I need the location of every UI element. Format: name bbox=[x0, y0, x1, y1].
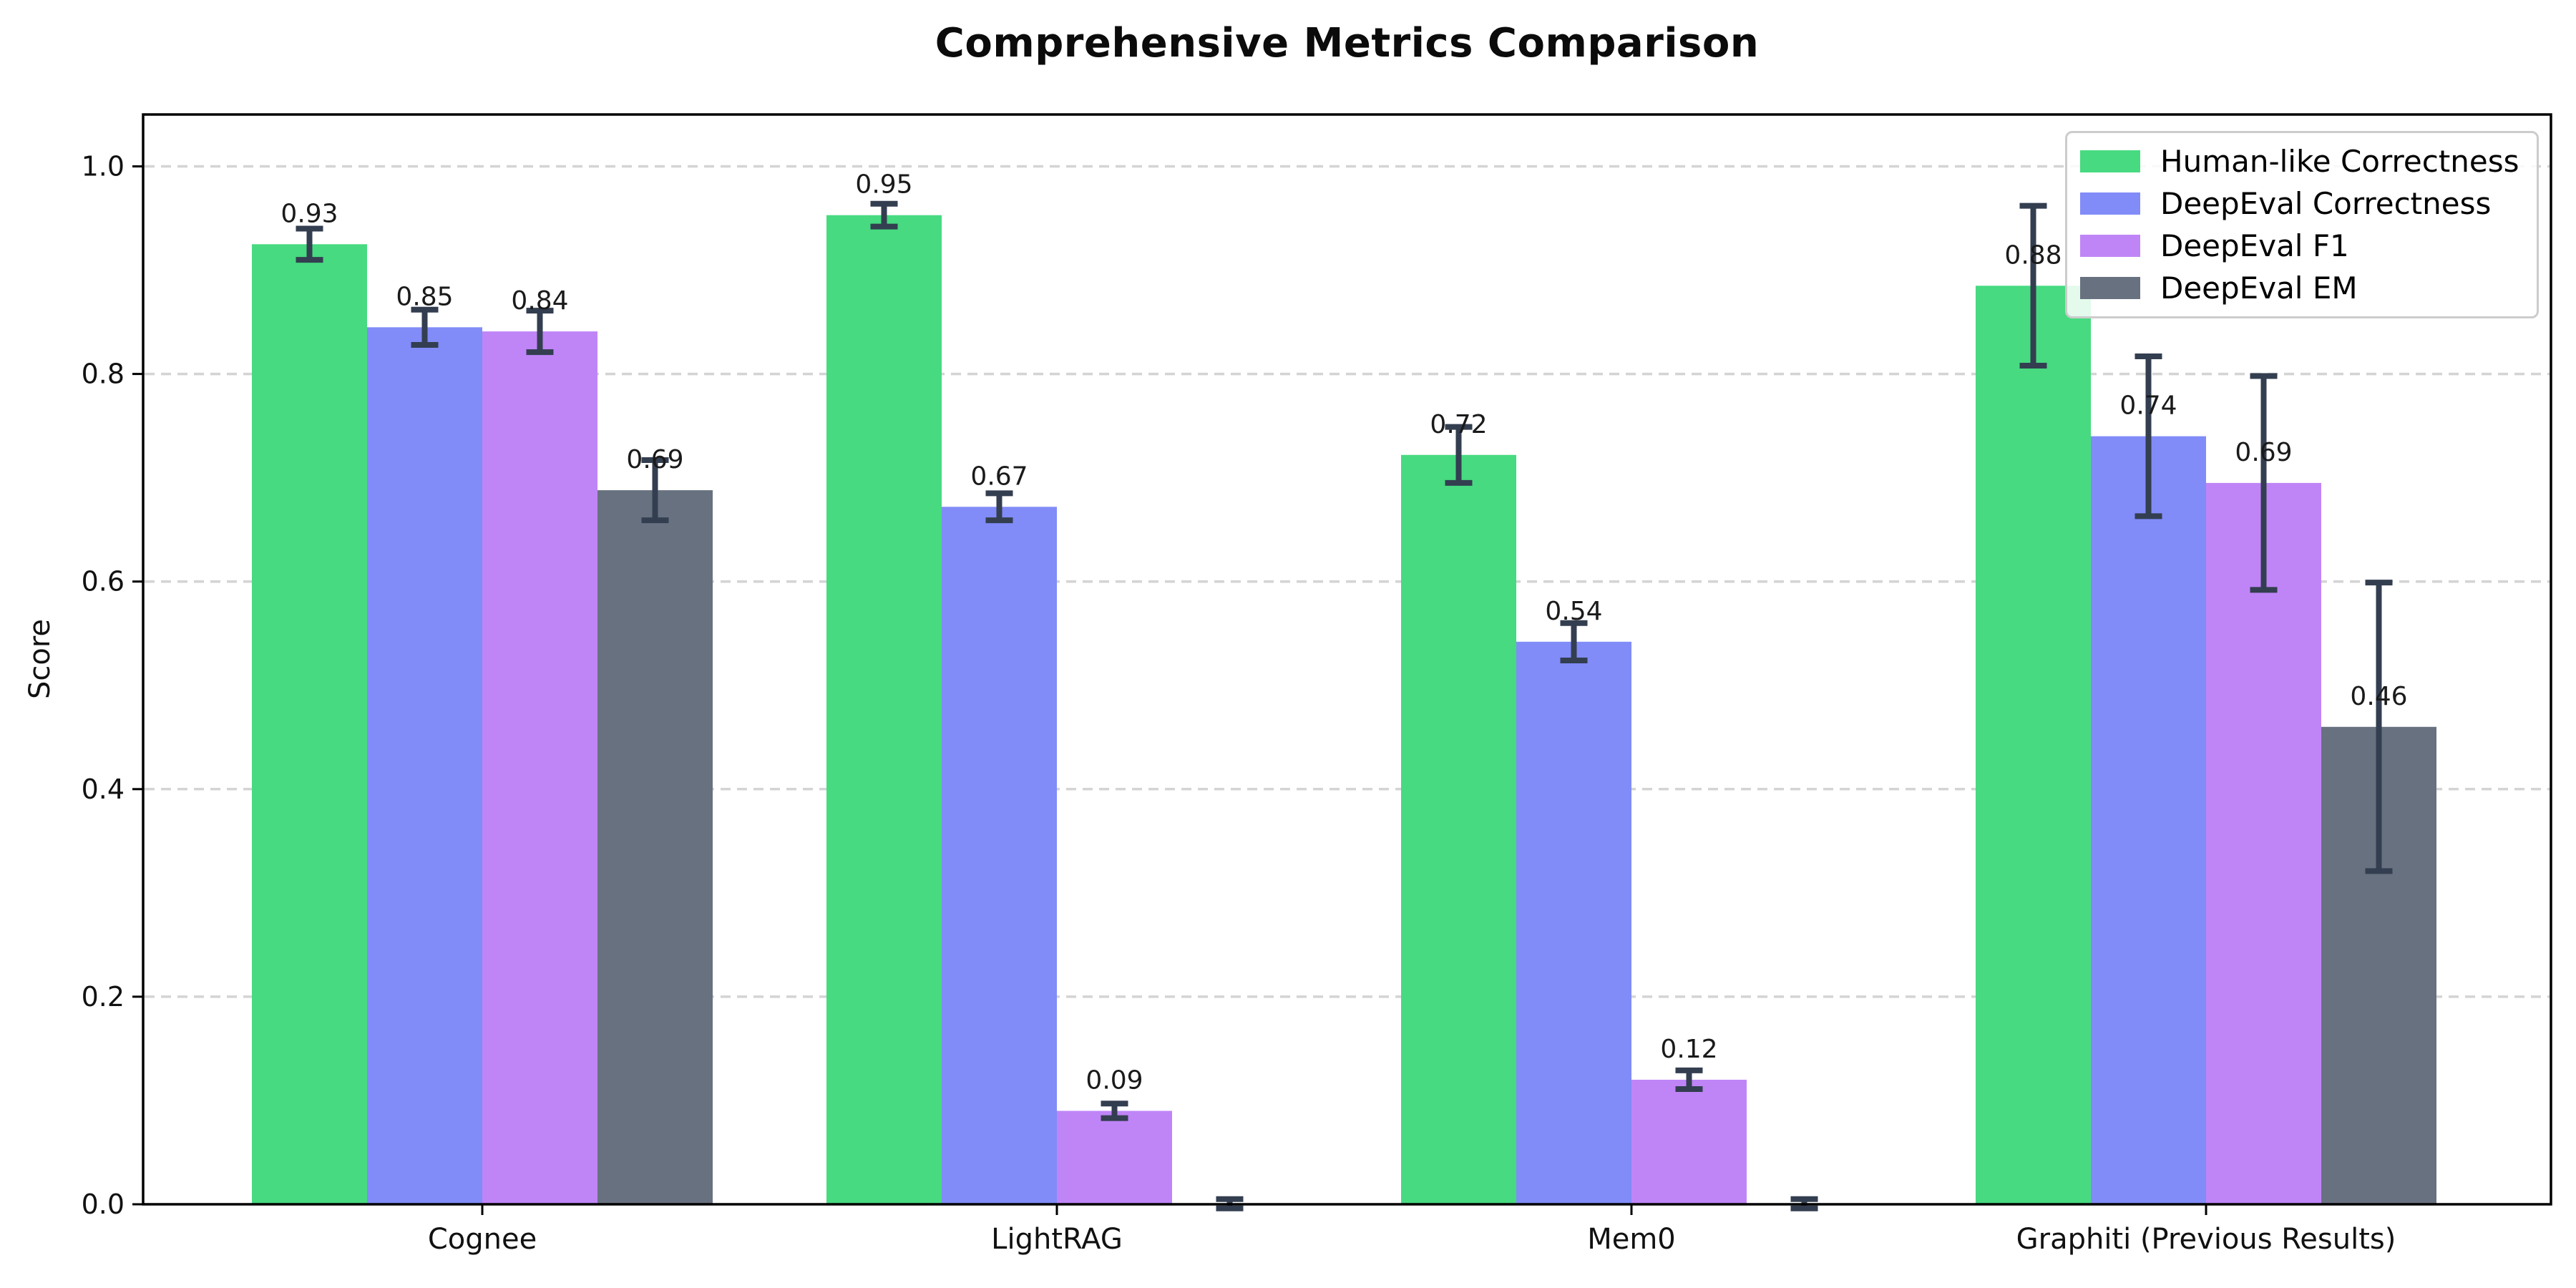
legend-label: Human-like Correctness bbox=[2160, 144, 2519, 179]
bar bbox=[2206, 482, 2321, 1204]
legend-item: DeepEval Correctness bbox=[2080, 184, 2537, 224]
bar bbox=[597, 490, 713, 1204]
bar-value-label: 0.84 bbox=[511, 286, 568, 316]
x-tick-label: Mem0 bbox=[1587, 1223, 1676, 1256]
legend-item: Human-like Correctness bbox=[2080, 142, 2537, 182]
bar-value-label: 0.95 bbox=[855, 170, 912, 200]
bar bbox=[1631, 1079, 1747, 1204]
bar-value-label: 0.74 bbox=[2119, 391, 2177, 421]
legend-swatch-icon bbox=[2080, 277, 2140, 299]
bar bbox=[1976, 286, 2091, 1204]
legend-label: DeepEval Correctness bbox=[2160, 186, 2492, 221]
bar-value-label: 0.93 bbox=[280, 199, 338, 228]
chart-title: Comprehensive Metrics Comparison bbox=[935, 20, 1760, 67]
bar bbox=[367, 327, 482, 1204]
y-tick-label: 1.0 bbox=[82, 151, 125, 182]
bar-value-label: 0.85 bbox=[396, 282, 453, 311]
bar bbox=[826, 215, 942, 1205]
legend-swatch-icon bbox=[2080, 192, 2140, 215]
y-tick-label: 0.2 bbox=[82, 981, 125, 1013]
bar bbox=[1516, 641, 1631, 1204]
legend-label: DeepEval F1 bbox=[2160, 228, 2349, 263]
x-tick-label: LightRAG bbox=[991, 1223, 1123, 1256]
x-tick-label: Cognee bbox=[428, 1223, 537, 1256]
bar-value-label: 0.46 bbox=[2350, 682, 2407, 711]
y-tick-label: 0.4 bbox=[82, 774, 125, 805]
legend-swatch-icon bbox=[2080, 150, 2140, 172]
bar bbox=[2091, 436, 2206, 1204]
legend-swatch-icon bbox=[2080, 235, 2140, 257]
legend: Human-like Correctness DeepEval Correctn… bbox=[2065, 131, 2539, 318]
bar-value-label: 0.67 bbox=[970, 462, 1028, 491]
bar-value-label: 0.54 bbox=[1545, 597, 1602, 626]
bar-value-label: 0.69 bbox=[626, 445, 683, 474]
bar bbox=[1057, 1111, 1172, 1204]
y-tick-label: 0.0 bbox=[82, 1189, 125, 1220]
y-tick-label: 0.8 bbox=[82, 358, 125, 390]
axes-frame bbox=[142, 113, 2552, 1206]
legend-item: DeepEval F1 bbox=[2080, 226, 2537, 266]
bar-value-label: 0.88 bbox=[2004, 240, 2062, 270]
bar-value-label: 0.09 bbox=[1085, 1065, 1143, 1095]
bar bbox=[482, 331, 597, 1204]
bar bbox=[1401, 454, 1516, 1205]
bar-value-label: 0.12 bbox=[1660, 1035, 1717, 1064]
bar bbox=[252, 244, 367, 1204]
legend-label: DeepEval EM bbox=[2160, 270, 2358, 306]
x-tick-label: Graphiti (Previous Results) bbox=[2016, 1223, 2396, 1256]
bar-value-label: 0.72 bbox=[1430, 410, 1487, 439]
bar bbox=[942, 507, 1057, 1204]
legend-item: DeepEval EM bbox=[2080, 268, 2537, 308]
bar-value-label: 0.69 bbox=[2235, 438, 2292, 467]
y-tick-label: 0.6 bbox=[82, 566, 125, 597]
